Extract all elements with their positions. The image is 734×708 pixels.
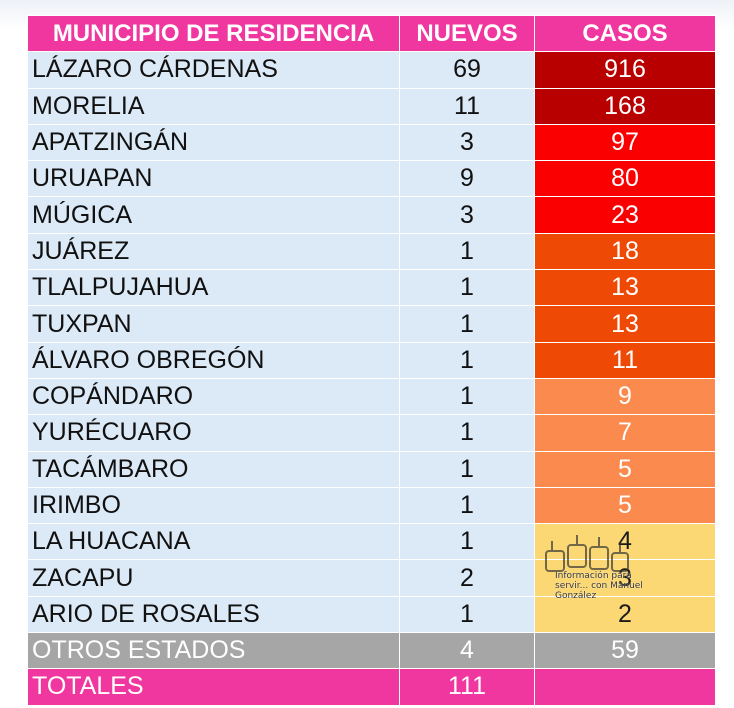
table-row: APATZINGÁN 3 97 [27, 123, 716, 162]
casos-cell: 5 [534, 450, 716, 488]
table-row: TLALPUJAHUA 1 13 [27, 269, 716, 307]
table-row: COPÁNDARO 1 9 [27, 377, 716, 416]
nuevos-cell: 3 [399, 123, 535, 162]
municipio-cell: YURÉCUARO [27, 414, 400, 452]
nuevos-cell: 9 [399, 160, 535, 198]
municipio-cell: ARIO DE ROSALES [27, 595, 400, 634]
nuevos-cell: 1 [399, 341, 535, 379]
table-row: JUÁREZ 1 18 [27, 232, 716, 271]
table-row: YURÉCUARO 1 7 [27, 414, 716, 452]
table-row: ARIO DE ROSALES 1 2 [27, 595, 716, 634]
table-row: LA HUACANA 1 4 [27, 523, 716, 561]
casos-cell: 2 [534, 595, 716, 634]
casos-cell: 13 [534, 305, 716, 343]
municipio-cell: JUÁREZ [27, 232, 400, 271]
municipio-cell: IRIMBO [27, 486, 400, 525]
table-row: ÁLVARO OBREGÓN 1 11 [27, 341, 716, 379]
table-row: TACÁMBARO 1 5 [27, 450, 716, 488]
nuevos-cell: 11 [399, 87, 535, 125]
table-row: IRIMBO 1 5 [27, 486, 716, 525]
table-row: LÁZARO CÁRDENAS 69 916 [27, 51, 716, 89]
casos-cell: 7 [534, 414, 716, 452]
table-row: ZACAPU 2 3 [27, 559, 716, 597]
totales-row: TOTALES 111 [27, 668, 716, 706]
municipio-cell: MÚGICA [27, 196, 400, 234]
nuevos-cell: 3 [399, 196, 535, 234]
municipio-cell: URUAPAN [27, 160, 400, 198]
nuevos-cell: 1 [399, 232, 535, 271]
nuevos-cell: 1 [399, 305, 535, 343]
table-row: MORELIA 11 168 [27, 87, 716, 125]
nuevos-cell: 1 [399, 269, 535, 307]
nuevos-cell: 1 [399, 414, 535, 452]
casos-cell: 13 [534, 269, 716, 307]
casos-cell: 11 [534, 341, 716, 379]
otros-municipio: OTROS ESTADOS [27, 632, 400, 670]
casos-cell: 80 [534, 160, 716, 198]
casos-cell: 168 [534, 87, 716, 125]
municipio-cell: LÁZARO CÁRDENAS [27, 51, 400, 89]
casos-cell: 97 [534, 123, 716, 162]
header-nuevos: NUEVOS [399, 14, 535, 53]
municipio-cell: APATZINGÁN [27, 123, 400, 162]
header-row: MUNICIPIO DE RESIDENCIA NUEVOS CASOS [27, 14, 716, 53]
casos-cell: 5 [534, 486, 716, 525]
table-body: LÁZARO CÁRDENAS 69 916 MORELIA 11 168 APATZING… [27, 51, 716, 634]
municipio-cell: TLALPUJAHUA [27, 269, 400, 307]
header-municipio: MUNICIPIO DE RESIDENCIA [27, 14, 400, 53]
otros-casos: 59 [534, 632, 716, 670]
casos-cell: 9 [534, 377, 716, 416]
table-row: TUXPAN 1 13 [27, 305, 716, 343]
totales-casos [534, 668, 716, 706]
totales-label: TOTALES [27, 668, 400, 706]
municipio-cell: LA HUACANA [27, 523, 400, 561]
table-row: URUAPAN 9 80 [27, 160, 716, 198]
table-row: MÚGICA 3 23 [27, 196, 716, 234]
nuevos-cell: 1 [399, 450, 535, 488]
otros-nuevos: 4 [399, 632, 535, 670]
totales-nuevos: 111 [399, 668, 535, 706]
nuevos-cell: 1 [399, 486, 535, 525]
nuevos-cell: 1 [399, 377, 535, 416]
municipio-cell: COPÁNDARO [27, 377, 400, 416]
header-casos: CASOS [534, 14, 716, 53]
municipio-cell: MORELIA [27, 87, 400, 125]
cases-table: MUNICIPIO DE RESIDENCIA NUEVOS CASOS LÁZ… [27, 14, 716, 706]
nuevos-cell: 2 [399, 559, 535, 597]
watermark-text: Información para servir... con Manuel Go… [555, 571, 643, 601]
casos-cell: 18 [534, 232, 716, 271]
casos-cell: 916 [534, 51, 716, 89]
municipio-cell: TUXPAN [27, 305, 400, 343]
casos-cell: 23 [534, 196, 716, 234]
otros-estados-row: OTROS ESTADOS 4 59 [27, 632, 716, 670]
watermark-logo [545, 535, 629, 572]
nuevos-cell: 69 [399, 51, 535, 89]
municipio-cell: TACÁMBARO [27, 450, 400, 488]
nuevos-cell: 1 [399, 595, 535, 634]
municipio-cell: ÁLVARO OBREGÓN [27, 341, 400, 379]
municipio-cell: ZACAPU [27, 559, 400, 597]
nuevos-cell: 1 [399, 523, 535, 561]
